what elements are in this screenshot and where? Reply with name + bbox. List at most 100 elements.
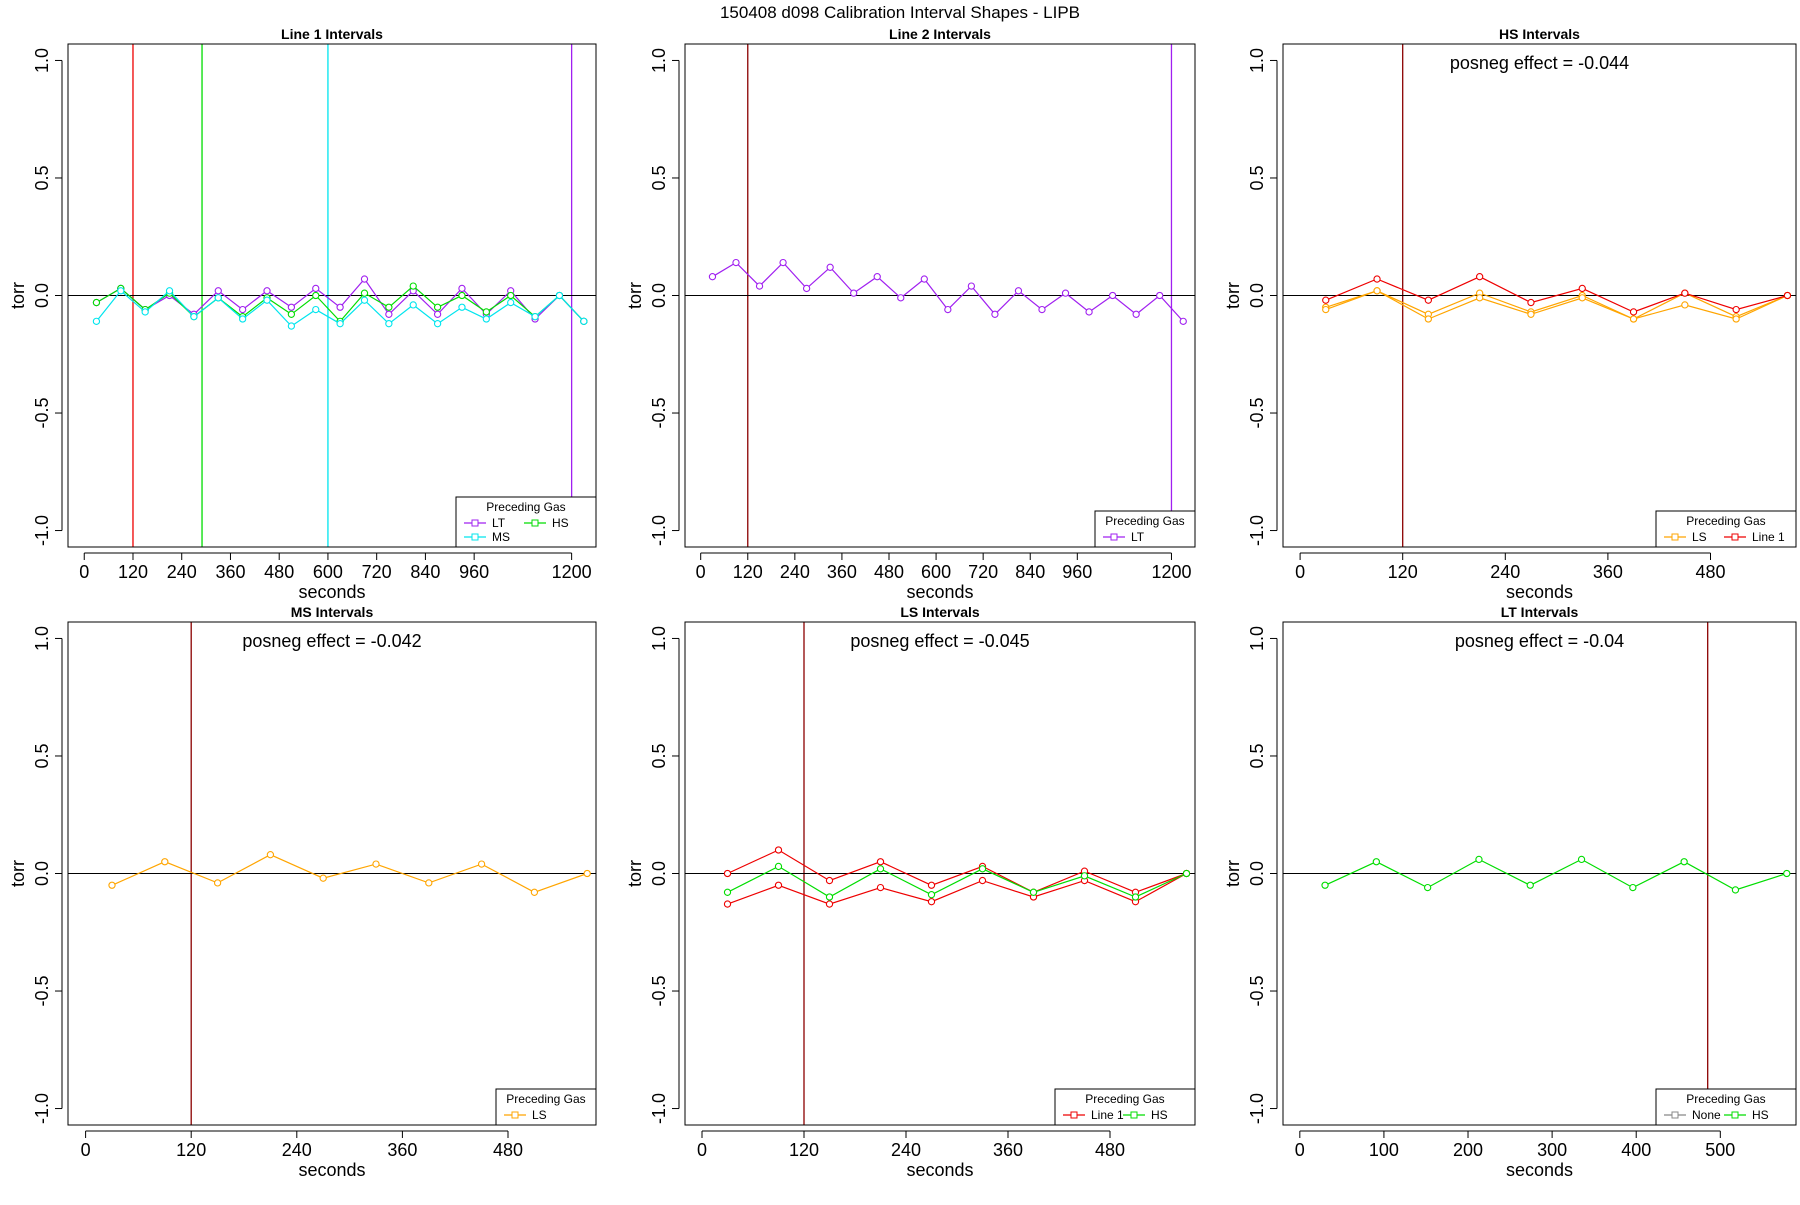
x-axis-label: seconds xyxy=(298,1160,365,1180)
data-point xyxy=(978,876,987,885)
x-tick-label: 600 xyxy=(313,562,343,582)
y-tick-label: -0.5 xyxy=(32,398,52,429)
data-point xyxy=(583,869,591,878)
panel-6: LT Intervals 0 100 200 300 400 500 seconds -1.0 -… xyxy=(1223,604,1797,1180)
data-point xyxy=(238,305,247,314)
data-point xyxy=(1629,308,1638,316)
data-point xyxy=(507,291,515,300)
data-point xyxy=(336,320,344,328)
data-point xyxy=(117,287,125,295)
y-tick-label: -1.0 xyxy=(32,1093,52,1124)
x-tick-label: 480 xyxy=(493,1140,523,1160)
x-tick-label: 0 xyxy=(81,1140,91,1160)
data-point xyxy=(876,883,885,892)
data-point xyxy=(238,315,247,323)
x-tick-label: 360 xyxy=(215,562,245,582)
data-point xyxy=(1424,296,1432,304)
data-point xyxy=(1783,869,1791,878)
data-point xyxy=(1629,883,1637,892)
data-point xyxy=(482,315,490,323)
data-point xyxy=(433,303,442,311)
x-axis-label: seconds xyxy=(906,1160,973,1180)
legend-title: Preceding Gas xyxy=(1686,514,1765,528)
panel-2: Line 2 Intervals 0 120 240 360 480 600 720 840 96… xyxy=(625,26,1196,602)
x-tick-label: 720 xyxy=(362,562,392,582)
data-point xyxy=(165,287,174,295)
data-point xyxy=(458,291,466,300)
data-point xyxy=(312,305,320,314)
legend-swatch-marker xyxy=(1130,1111,1138,1119)
x-tick-label: 200 xyxy=(1453,1140,1483,1160)
legend-box xyxy=(1655,1088,1797,1126)
y-tick-label: 0.0 xyxy=(1247,861,1267,886)
data-point xyxy=(213,879,222,887)
posneg-annotation: posneg effect = -0.042 xyxy=(242,631,421,651)
data-point xyxy=(1131,893,1140,901)
y-tick-label: 0.0 xyxy=(32,861,52,886)
posneg-annotation: posneg effect = -0.04 xyxy=(1455,631,1624,651)
panel-4: MS Intervals 0 120 240 360 480 seconds -1.0 -0.5… xyxy=(8,604,597,1180)
data-point xyxy=(723,888,732,896)
y-tick-label: -0.5 xyxy=(1247,976,1267,1007)
data-point xyxy=(214,287,222,295)
x-tick-label: 400 xyxy=(1621,1140,1651,1160)
x-tick-label: 120 xyxy=(118,562,148,582)
data-point xyxy=(1731,886,1740,894)
data-point xyxy=(1732,305,1740,314)
data-point xyxy=(991,310,999,318)
plot-frame xyxy=(1282,621,1797,1126)
data-point xyxy=(1322,296,1330,304)
legend: Preceding Gas Line 1 HS xyxy=(1054,1088,1196,1126)
legend-box xyxy=(1094,510,1196,548)
x-tick-label: 720 xyxy=(968,562,998,582)
data-point xyxy=(263,296,271,304)
x-tick-label: 500 xyxy=(1705,1140,1735,1160)
y-axis-label: torr xyxy=(1223,282,1243,309)
data-point xyxy=(1080,872,1089,880)
data-point xyxy=(458,303,466,311)
data-point xyxy=(1629,315,1638,323)
x-axis-label: seconds xyxy=(906,582,973,602)
data-point xyxy=(287,303,296,311)
legend-entry-label: HS xyxy=(552,516,569,530)
legend: Preceding Gas LS Line 1 xyxy=(1655,510,1797,548)
data-point xyxy=(433,310,442,318)
y-axis-label: torr xyxy=(1223,860,1243,887)
x-axis-label: seconds xyxy=(1506,1160,1573,1180)
data-point xyxy=(385,310,393,318)
y-tick-label: -0.5 xyxy=(1247,398,1267,429)
data-point xyxy=(944,305,952,314)
y-tick-label: 1.0 xyxy=(32,626,52,651)
data-point xyxy=(876,858,885,866)
data-point xyxy=(530,888,539,896)
y-tick-label: -1.0 xyxy=(32,515,52,546)
x-tick-label: 360 xyxy=(1593,562,1623,582)
y-tick-label: 0.0 xyxy=(1247,283,1267,308)
figure-title: 150408 d098 Calibration Interval Shapes … xyxy=(720,3,1080,22)
posneg-annotation: posneg effect = -0.044 xyxy=(1450,53,1629,73)
x-tick-label: 0 xyxy=(79,562,89,582)
x-tick-label: 120 xyxy=(733,562,763,582)
x-tick-label: 960 xyxy=(459,562,489,582)
y-tick-label: 1.0 xyxy=(32,48,52,73)
plot-frame xyxy=(684,43,1196,548)
data-point xyxy=(927,891,936,899)
data-point xyxy=(507,298,515,307)
x-tick-label: 0 xyxy=(697,1140,707,1160)
data-point xyxy=(1475,855,1483,864)
panel-title: LS Intervals xyxy=(900,604,980,620)
data-point xyxy=(1373,287,1381,295)
y-tick-label: 0.5 xyxy=(649,165,669,190)
legend-swatch-marker xyxy=(511,1111,519,1119)
legend-title: Preceding Gas xyxy=(1085,1092,1164,1106)
data-point xyxy=(1424,315,1432,323)
legend: Preceding Gas LS xyxy=(495,1088,597,1126)
x-axis-label: seconds xyxy=(1506,582,1573,602)
legend: Preceding Gas LT HS MS xyxy=(455,496,597,548)
panel-title: LT Intervals xyxy=(1501,604,1579,620)
data-point xyxy=(927,898,936,906)
legend-box xyxy=(455,496,597,548)
data-point xyxy=(1783,291,1792,300)
legend-entry-label: HS xyxy=(1752,1108,1769,1122)
posneg-annotation: posneg effect = -0.045 xyxy=(850,631,1029,651)
